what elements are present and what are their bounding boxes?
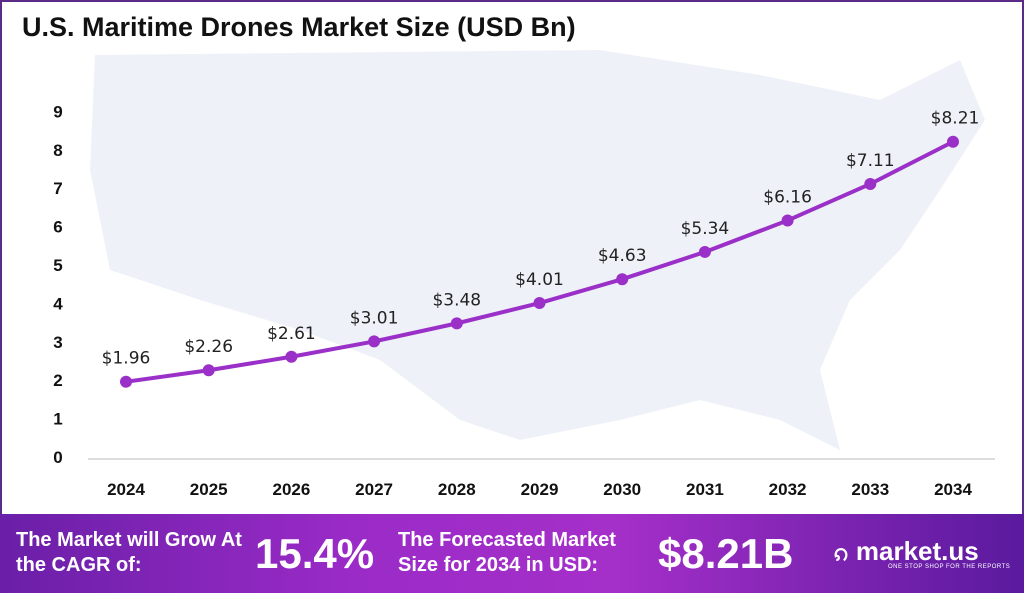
data-point [533, 297, 546, 310]
y-tick-label: 8 [53, 141, 62, 160]
y-tick-label: 9 [53, 102, 62, 121]
logo-icon: ၵ [834, 536, 856, 566]
data-label: $2.26 [184, 337, 233, 357]
x-tick-label: 2027 [355, 480, 393, 499]
data-point [368, 335, 381, 348]
data-point [864, 177, 877, 190]
x-tick-label: 2033 [851, 480, 889, 499]
y-tick-label: 4 [53, 294, 63, 313]
data-point [285, 350, 298, 363]
data-label: $3.01 [350, 308, 399, 328]
summary-banner: The Market will Grow At the CAGR of: 15.… [0, 514, 1024, 593]
data-point [698, 245, 711, 258]
y-tick-label: 2 [53, 371, 62, 390]
x-tick-label: 2031 [686, 480, 724, 499]
y-tick-label: 6 [53, 218, 62, 237]
chart-title: U.S. Maritime Drones Market Size (USD Bn… [22, 12, 576, 42]
us-map-background [90, 50, 985, 450]
y-tick-label: 3 [53, 333, 62, 352]
x-tick-label: 2024 [107, 480, 145, 499]
data-point [781, 214, 794, 227]
data-label: $4.63 [598, 246, 647, 266]
data-point [450, 317, 463, 330]
forecast-label: The Forecasted Market Size for 2034 in U… [398, 529, 616, 576]
data-label: $4.01 [515, 270, 564, 290]
data-label: $7.11 [846, 151, 895, 171]
brand-logo: ၵ market.us [834, 536, 979, 566]
data-label: $5.34 [681, 219, 730, 239]
y-tick-label: 5 [53, 256, 62, 275]
forecast-value: $8.21B [658, 530, 794, 577]
data-label: $8.21 [931, 109, 980, 129]
y-tick-label: 7 [53, 179, 62, 198]
x-tick-label: 2034 [934, 480, 972, 499]
data-point [120, 375, 132, 388]
line-chart: 0 1 2 3 4 5 6 7 8 9 2024 2025 2026 2027 2028 2029 2030 20… [53, 50, 995, 499]
y-tick-label: 1 [53, 410, 62, 429]
data-label: $6.16 [763, 187, 812, 207]
data-point [947, 135, 959, 148]
x-tick-label: 2032 [769, 480, 807, 499]
x-tick-label: 2030 [603, 480, 641, 499]
x-tick-label: 2029 [521, 480, 559, 499]
cagr-label: The Market will Grow At the CAGR of: [16, 529, 242, 576]
data-label: $3.48 [432, 290, 481, 310]
y-tick-label: 0 [53, 448, 62, 467]
x-tick-label: 2028 [438, 480, 476, 499]
brand-tagline: ONE STOP SHOP FOR THE REPORTS [888, 564, 1011, 570]
data-point [202, 364, 215, 377]
cagr-value: 15.4% [255, 530, 375, 577]
data-point [616, 273, 629, 286]
data-label: $1.96 [102, 349, 151, 369]
data-label: $2.61 [267, 324, 316, 344]
x-tick-label: 2026 [272, 480, 310, 499]
x-tick-label: 2025 [190, 480, 228, 499]
